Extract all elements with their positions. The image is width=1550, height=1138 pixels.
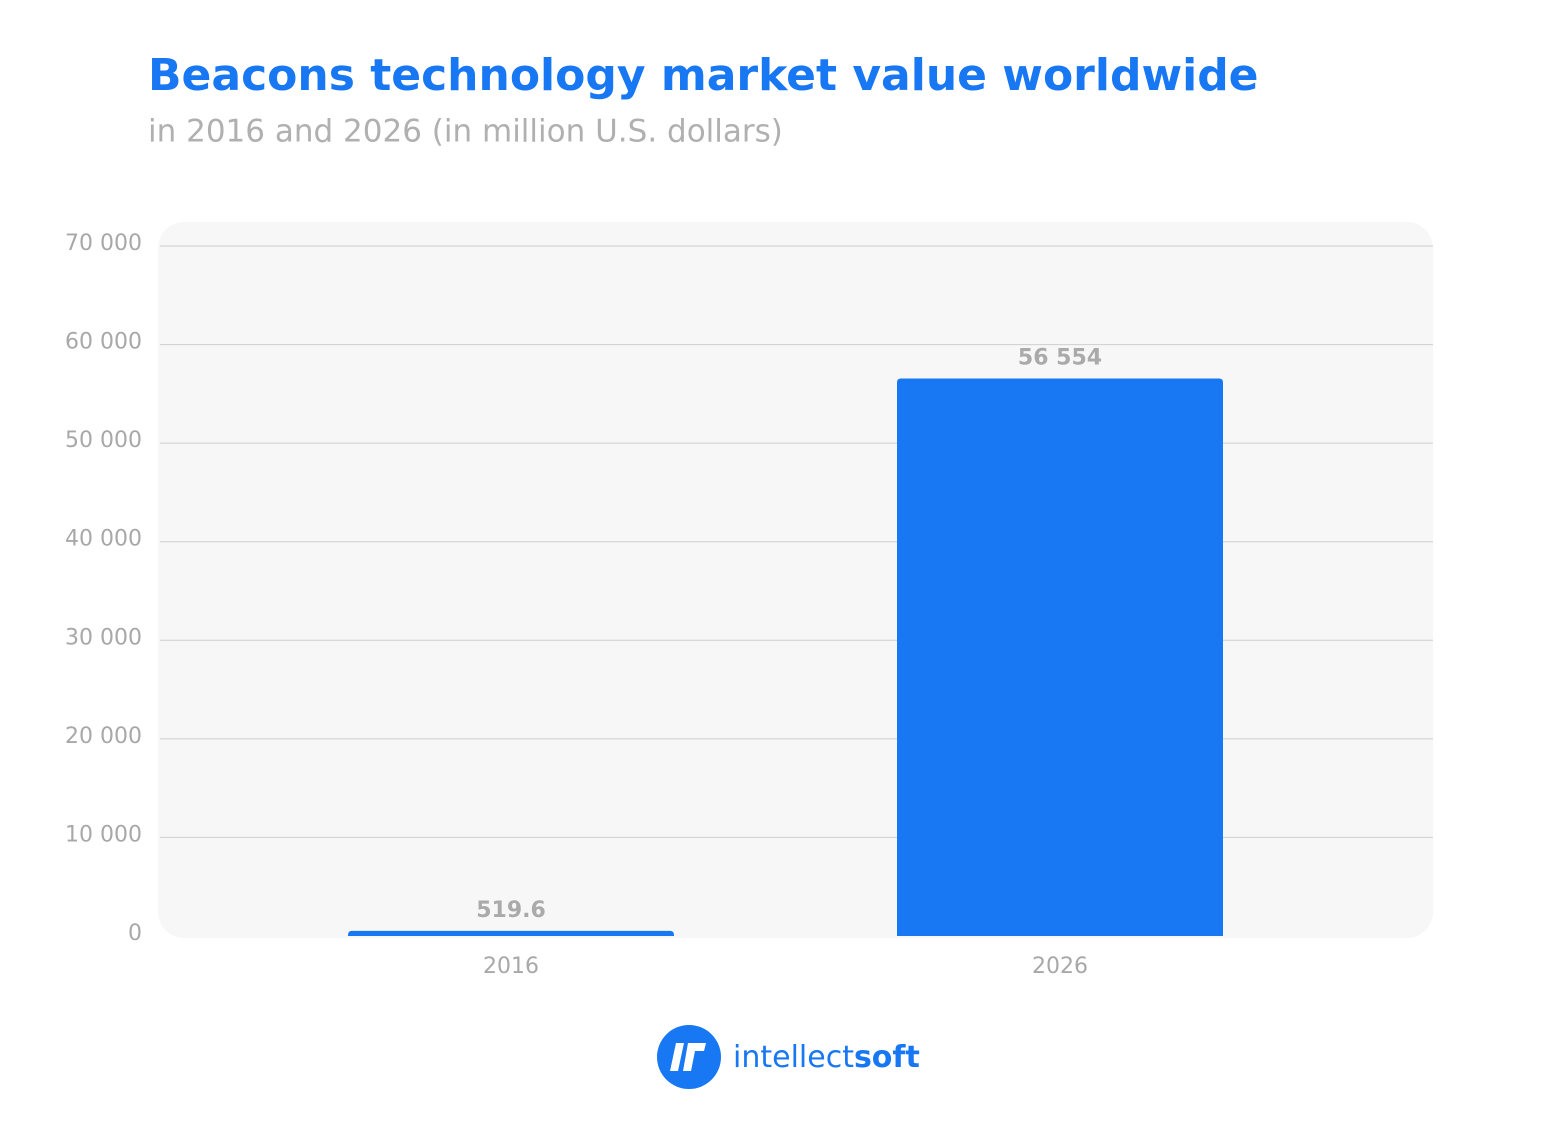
- brand-light: intellect: [733, 1040, 854, 1075]
- y-tick-label: 10 000: [65, 822, 142, 847]
- brand-bold: soft: [854, 1040, 920, 1075]
- chart-subtitle: in 2016 and 2026 (in million U.S. dollar…: [148, 114, 783, 150]
- logo-mark: [670, 1043, 706, 1071]
- bar: [348, 930, 674, 936]
- y-tick-label: 20 000: [65, 724, 142, 749]
- logo: intellectsoft: [657, 1025, 920, 1089]
- y-tick-label: 40 000: [65, 527, 142, 552]
- y-tick-label: 60 000: [65, 330, 142, 355]
- y-tick-label: 50 000: [65, 428, 142, 453]
- y-tick-label: 30 000: [65, 625, 142, 650]
- bar: [897, 378, 1223, 936]
- value-label: 56 554: [1018, 346, 1102, 371]
- y-tick-label: 70 000: [65, 231, 142, 256]
- x-tick-label: 2016: [483, 954, 539, 979]
- value-label: 519.6: [476, 898, 546, 923]
- logo-text: intellectsoft: [733, 1040, 920, 1075]
- plot-area: [158, 222, 1433, 938]
- x-tick-label: 2026: [1032, 954, 1088, 979]
- y-tick-label: 0: [128, 921, 142, 946]
- chart-title: Beacons technology market value worldwid…: [148, 50, 1259, 101]
